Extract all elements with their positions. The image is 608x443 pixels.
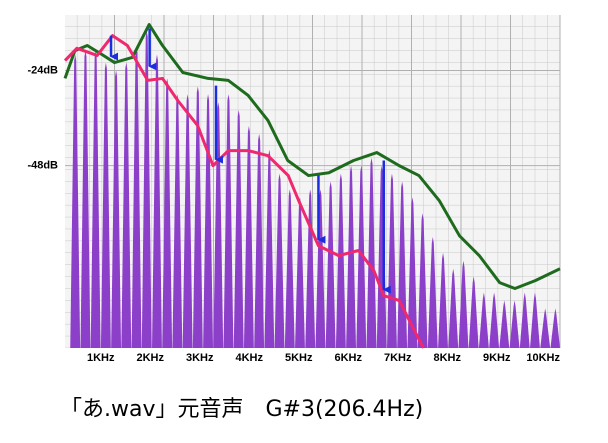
x-tick-label: 4KHz — [235, 352, 263, 364]
spectrum-peak — [213, 102, 224, 348]
spectrum-peak — [346, 165, 357, 348]
spectrum-peak — [111, 70, 122, 348]
x-tick-label: 7KHz — [384, 352, 412, 364]
spectrum-peak — [264, 149, 275, 348]
x-tick-label: 2KHz — [136, 352, 164, 364]
spectrum-peak — [233, 110, 244, 349]
y-tick-label: -24dB — [27, 64, 58, 76]
spectrum-peak — [356, 165, 367, 348]
spectrum-peak — [172, 94, 183, 349]
spectrum-peak — [489, 292, 500, 348]
spectrum-peak — [325, 181, 336, 348]
spectrum-peak — [182, 94, 193, 349]
spectrum-peak — [499, 300, 510, 348]
spectrum-peak — [100, 62, 111, 348]
spectrum-peak — [243, 126, 254, 348]
x-tick-label: 10KHz — [526, 352, 560, 364]
spectrum-peak — [376, 165, 387, 348]
spectrum-peak — [223, 94, 234, 349]
caption: 「あ.wav」元音声 G#3(206.4Hz) — [60, 397, 423, 422]
x-tick-label: 3KHz — [186, 352, 214, 364]
spectrum-peak — [274, 173, 285, 348]
spectrum-peak — [540, 308, 551, 348]
spectrum-peak — [121, 62, 132, 348]
spectrum-peak — [315, 189, 326, 348]
spectrum-peak — [284, 189, 295, 348]
spectrum-peak — [254, 133, 265, 348]
spectrum-peak — [448, 268, 459, 348]
spectrum-peak — [192, 86, 203, 348]
spectrum-peak — [407, 197, 418, 348]
spectrum-peak — [131, 46, 142, 348]
spectrum-peak — [519, 292, 530, 348]
spectrum-peak — [509, 300, 520, 348]
spectrum-peak — [295, 197, 305, 348]
spectrum-peak — [468, 276, 479, 348]
spectrum-peak — [530, 292, 540, 348]
spectrum-peak — [141, 30, 152, 348]
spectrum-peak — [90, 50, 101, 349]
envelope-line — [63, 34, 425, 349]
spectrum-peak — [427, 237, 438, 348]
x-tick-label: 9KHz — [483, 352, 511, 364]
y-tick-label: -48dB — [27, 160, 58, 172]
spectrum-peak — [417, 213, 428, 348]
spectrum-peak — [438, 252, 448, 348]
x-tick-label: 8KHz — [433, 352, 461, 364]
spectrum-peak — [397, 181, 408, 348]
spectrum-peak — [70, 54, 81, 349]
spectrum-peak — [80, 50, 91, 349]
spectrum-peak — [335, 173, 346, 348]
spectrum-peak — [203, 94, 214, 349]
x-tick-label: 5KHz — [285, 352, 313, 364]
spectrum-peak — [305, 189, 316, 348]
spectrum-peak — [162, 78, 173, 348]
spectrum-peak — [366, 157, 377, 348]
spectrum-peak — [550, 308, 560, 348]
spectrum-peak — [478, 292, 489, 348]
spectrum-peak — [386, 173, 397, 348]
x-tick-label: 6KHz — [334, 352, 362, 364]
x-tick-label: 1KHz — [87, 352, 115, 364]
envelope-line — [63, 23, 561, 291]
spectrum-peak — [458, 260, 469, 348]
spectrum-peak — [152, 54, 162, 349]
